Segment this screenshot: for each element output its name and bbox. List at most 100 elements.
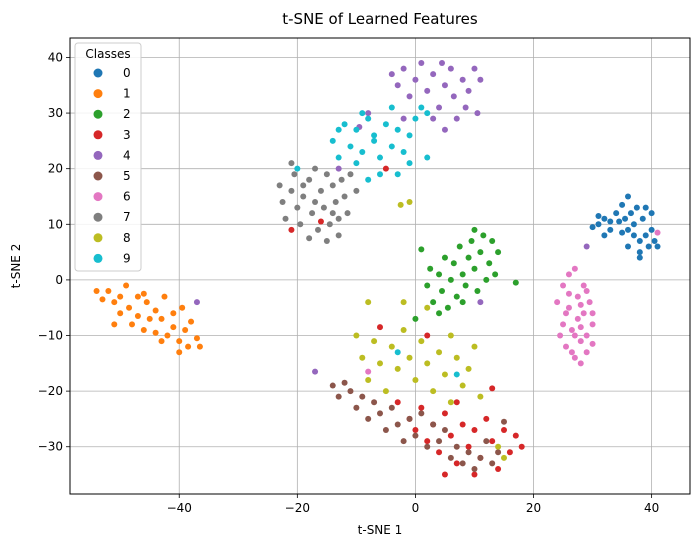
point-class-5 bbox=[359, 393, 366, 400]
point-class-1 bbox=[111, 321, 118, 328]
point-class-6 bbox=[583, 349, 590, 356]
point-class-1 bbox=[152, 329, 159, 336]
point-class-9 bbox=[353, 160, 360, 167]
point-class-3 bbox=[441, 410, 448, 417]
point-class-9 bbox=[400, 149, 407, 155]
point-class-9 bbox=[388, 104, 395, 111]
legend-marker-9 bbox=[93, 253, 103, 263]
point-class-5 bbox=[377, 410, 383, 417]
point-class-1 bbox=[134, 293, 141, 300]
point-class-8 bbox=[477, 393, 484, 400]
point-class-4 bbox=[430, 115, 437, 122]
point-class-8 bbox=[406, 199, 413, 206]
point-class-1 bbox=[161, 293, 168, 300]
point-class-8 bbox=[495, 443, 502, 450]
point-class-0 bbox=[636, 237, 643, 244]
point-class-5 bbox=[329, 382, 336, 389]
point-class-1 bbox=[188, 318, 195, 325]
point-class-7 bbox=[347, 171, 354, 178]
point-class-1 bbox=[126, 304, 133, 311]
point-class-7 bbox=[317, 187, 324, 194]
point-class-0 bbox=[619, 229, 626, 236]
point-class-8 bbox=[400, 299, 407, 306]
point-class-4 bbox=[365, 110, 372, 117]
point-class-9 bbox=[353, 126, 360, 133]
point-class-2 bbox=[471, 226, 478, 233]
point-class-3 bbox=[412, 427, 419, 434]
point-class-5 bbox=[436, 438, 443, 445]
point-class-2 bbox=[450, 260, 457, 267]
point-class-7 bbox=[323, 171, 330, 178]
y-tick-label: 30 bbox=[48, 106, 63, 120]
legend-marker-1 bbox=[93, 89, 103, 99]
point-class-4 bbox=[400, 65, 407, 72]
point-class-0 bbox=[619, 201, 626, 208]
point-class-7 bbox=[276, 182, 283, 189]
point-class-6 bbox=[365, 368, 372, 375]
point-class-9 bbox=[406, 132, 413, 139]
point-class-8 bbox=[359, 354, 366, 361]
point-class-4 bbox=[453, 115, 460, 122]
point-class-5 bbox=[394, 421, 401, 428]
point-class-1 bbox=[117, 293, 124, 300]
legend-label-6: 6 bbox=[123, 190, 131, 204]
point-class-3 bbox=[418, 404, 425, 411]
point-class-8 bbox=[353, 332, 360, 339]
point-class-8 bbox=[430, 388, 437, 395]
point-class-0 bbox=[595, 221, 602, 228]
point-class-8 bbox=[459, 382, 466, 389]
point-class-2 bbox=[477, 249, 484, 256]
point-class-8 bbox=[394, 365, 401, 372]
legend-marker-7 bbox=[93, 212, 103, 222]
point-class-4 bbox=[459, 76, 466, 83]
point-class-4 bbox=[193, 299, 200, 306]
point-class-6 bbox=[577, 338, 584, 345]
point-class-6 bbox=[560, 321, 567, 328]
x-tick-label: −20 bbox=[285, 501, 310, 515]
point-class-8 bbox=[397, 201, 404, 208]
point-class-1 bbox=[105, 288, 112, 295]
point-class-0 bbox=[630, 232, 637, 239]
point-class-9 bbox=[388, 143, 395, 150]
point-class-3 bbox=[518, 443, 525, 450]
point-class-7 bbox=[341, 193, 348, 200]
point-class-5 bbox=[501, 418, 507, 425]
point-class-0 bbox=[654, 243, 661, 250]
point-class-4 bbox=[424, 87, 431, 94]
point-class-8 bbox=[424, 304, 431, 311]
legend-marker-4 bbox=[93, 150, 103, 160]
point-class-6 bbox=[554, 299, 561, 306]
point-class-6 bbox=[580, 282, 587, 289]
point-class-0 bbox=[633, 204, 640, 211]
point-class-2 bbox=[495, 249, 502, 256]
point-class-9 bbox=[394, 126, 401, 133]
point-class-3 bbox=[495, 465, 502, 472]
point-class-2 bbox=[456, 243, 463, 250]
point-class-6 bbox=[577, 324, 584, 331]
legend-marker-6 bbox=[93, 192, 103, 202]
point-class-2 bbox=[465, 254, 472, 261]
y-tick-label: 0 bbox=[55, 273, 63, 287]
point-class-0 bbox=[651, 237, 658, 244]
point-class-2 bbox=[468, 237, 475, 244]
point-class-2 bbox=[459, 299, 466, 306]
point-class-8 bbox=[447, 399, 454, 406]
point-class-8 bbox=[447, 332, 454, 339]
point-class-8 bbox=[424, 360, 431, 367]
point-class-8 bbox=[371, 338, 378, 345]
point-class-5 bbox=[347, 388, 354, 395]
point-class-9 bbox=[424, 110, 431, 117]
point-class-0 bbox=[595, 212, 602, 219]
point-class-4 bbox=[312, 368, 319, 375]
point-class-9 bbox=[382, 121, 389, 128]
point-class-6 bbox=[577, 360, 584, 367]
point-class-1 bbox=[196, 343, 203, 350]
point-class-2 bbox=[427, 265, 434, 272]
point-class-3 bbox=[317, 218, 324, 225]
point-class-0 bbox=[639, 215, 646, 222]
point-class-7 bbox=[291, 171, 298, 178]
legend-label-5: 5 bbox=[123, 169, 131, 183]
point-class-0 bbox=[625, 226, 631, 233]
legend-box bbox=[74, 42, 142, 272]
point-class-2 bbox=[447, 276, 454, 283]
